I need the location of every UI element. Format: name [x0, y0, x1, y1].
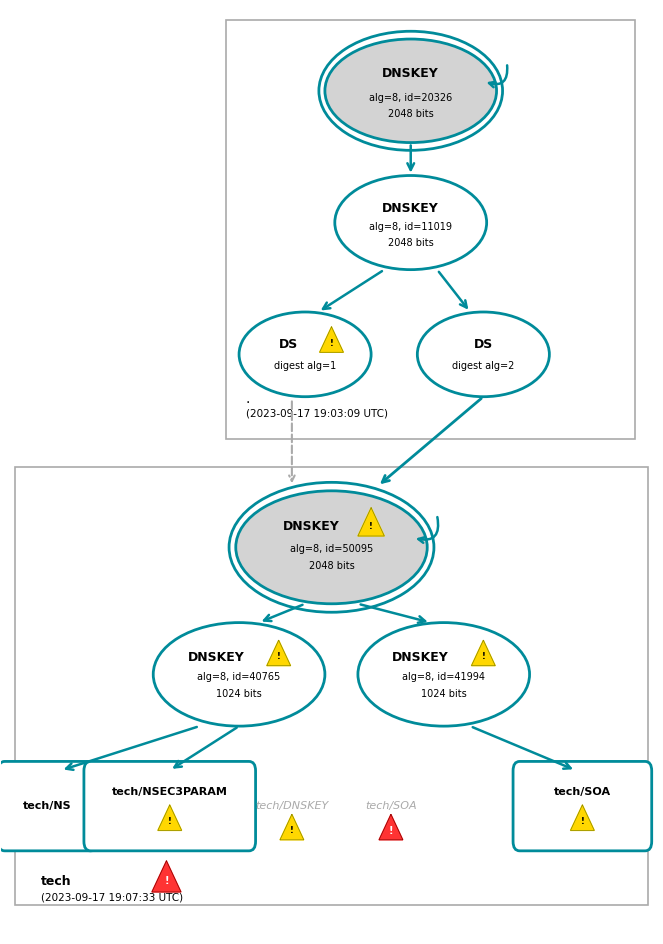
FancyBboxPatch shape	[226, 20, 635, 439]
Text: !: !	[389, 826, 393, 836]
FancyBboxPatch shape	[513, 762, 652, 851]
Ellipse shape	[358, 623, 530, 726]
Text: tech/NSEC3PARAM: tech/NSEC3PARAM	[112, 787, 227, 797]
Text: !: !	[330, 339, 333, 348]
Polygon shape	[280, 815, 304, 840]
Polygon shape	[267, 640, 290, 666]
FancyBboxPatch shape	[15, 467, 648, 905]
Ellipse shape	[236, 491, 427, 604]
Text: DNSKEY: DNSKEY	[283, 520, 340, 533]
Text: 1024 bits: 1024 bits	[216, 689, 262, 700]
Ellipse shape	[153, 623, 325, 726]
Text: !: !	[168, 817, 172, 826]
Polygon shape	[358, 508, 385, 536]
Text: DNSKEY: DNSKEY	[188, 651, 245, 664]
Ellipse shape	[239, 312, 371, 396]
Polygon shape	[570, 805, 594, 831]
Text: alg=8, id=11019: alg=8, id=11019	[369, 222, 452, 232]
Polygon shape	[320, 327, 343, 352]
Ellipse shape	[417, 312, 550, 396]
Ellipse shape	[325, 39, 497, 143]
Text: digest alg=1: digest alg=1	[274, 361, 336, 371]
Text: !: !	[276, 652, 280, 662]
Text: tech/NS: tech/NS	[23, 801, 72, 811]
Text: 1024 bits: 1024 bits	[421, 689, 467, 700]
Text: tech/SOA: tech/SOA	[554, 787, 611, 797]
Text: tech/SOA: tech/SOA	[365, 801, 417, 811]
Text: !: !	[580, 817, 584, 826]
Text: 2048 bits: 2048 bits	[388, 238, 434, 248]
Polygon shape	[379, 815, 403, 840]
Text: 2048 bits: 2048 bits	[308, 561, 355, 571]
Text: tech: tech	[41, 875, 72, 888]
Text: !: !	[164, 876, 168, 886]
Text: digest alg=2: digest alg=2	[452, 361, 514, 371]
Text: .: .	[246, 392, 250, 406]
Polygon shape	[158, 805, 182, 831]
Text: alg=8, id=20326: alg=8, id=20326	[369, 93, 452, 103]
Ellipse shape	[335, 176, 487, 270]
Text: !: !	[290, 826, 294, 835]
Text: (2023-09-17 19:07:33 UTC): (2023-09-17 19:07:33 UTC)	[41, 892, 183, 902]
Text: tech/DNSKEY: tech/DNSKEY	[255, 801, 328, 811]
Text: alg=8, id=40765: alg=8, id=40765	[198, 672, 280, 683]
Text: !: !	[481, 652, 485, 662]
Text: 2048 bits: 2048 bits	[388, 110, 434, 119]
Text: DS: DS	[474, 339, 493, 351]
FancyBboxPatch shape	[0, 762, 97, 851]
Polygon shape	[471, 640, 495, 666]
Text: DNSKEY: DNSKEY	[392, 651, 449, 664]
Text: !: !	[369, 522, 373, 531]
Polygon shape	[152, 861, 181, 892]
Text: DNSKEY: DNSKEY	[383, 67, 439, 80]
Text: alg=8, id=50095: alg=8, id=50095	[290, 544, 373, 554]
FancyBboxPatch shape	[84, 762, 255, 851]
Text: DS: DS	[279, 339, 298, 351]
Text: (2023-09-17 19:03:09 UTC): (2023-09-17 19:03:09 UTC)	[246, 409, 388, 418]
Text: alg=8, id=41994: alg=8, id=41994	[402, 672, 485, 683]
Text: DNSKEY: DNSKEY	[383, 202, 439, 215]
